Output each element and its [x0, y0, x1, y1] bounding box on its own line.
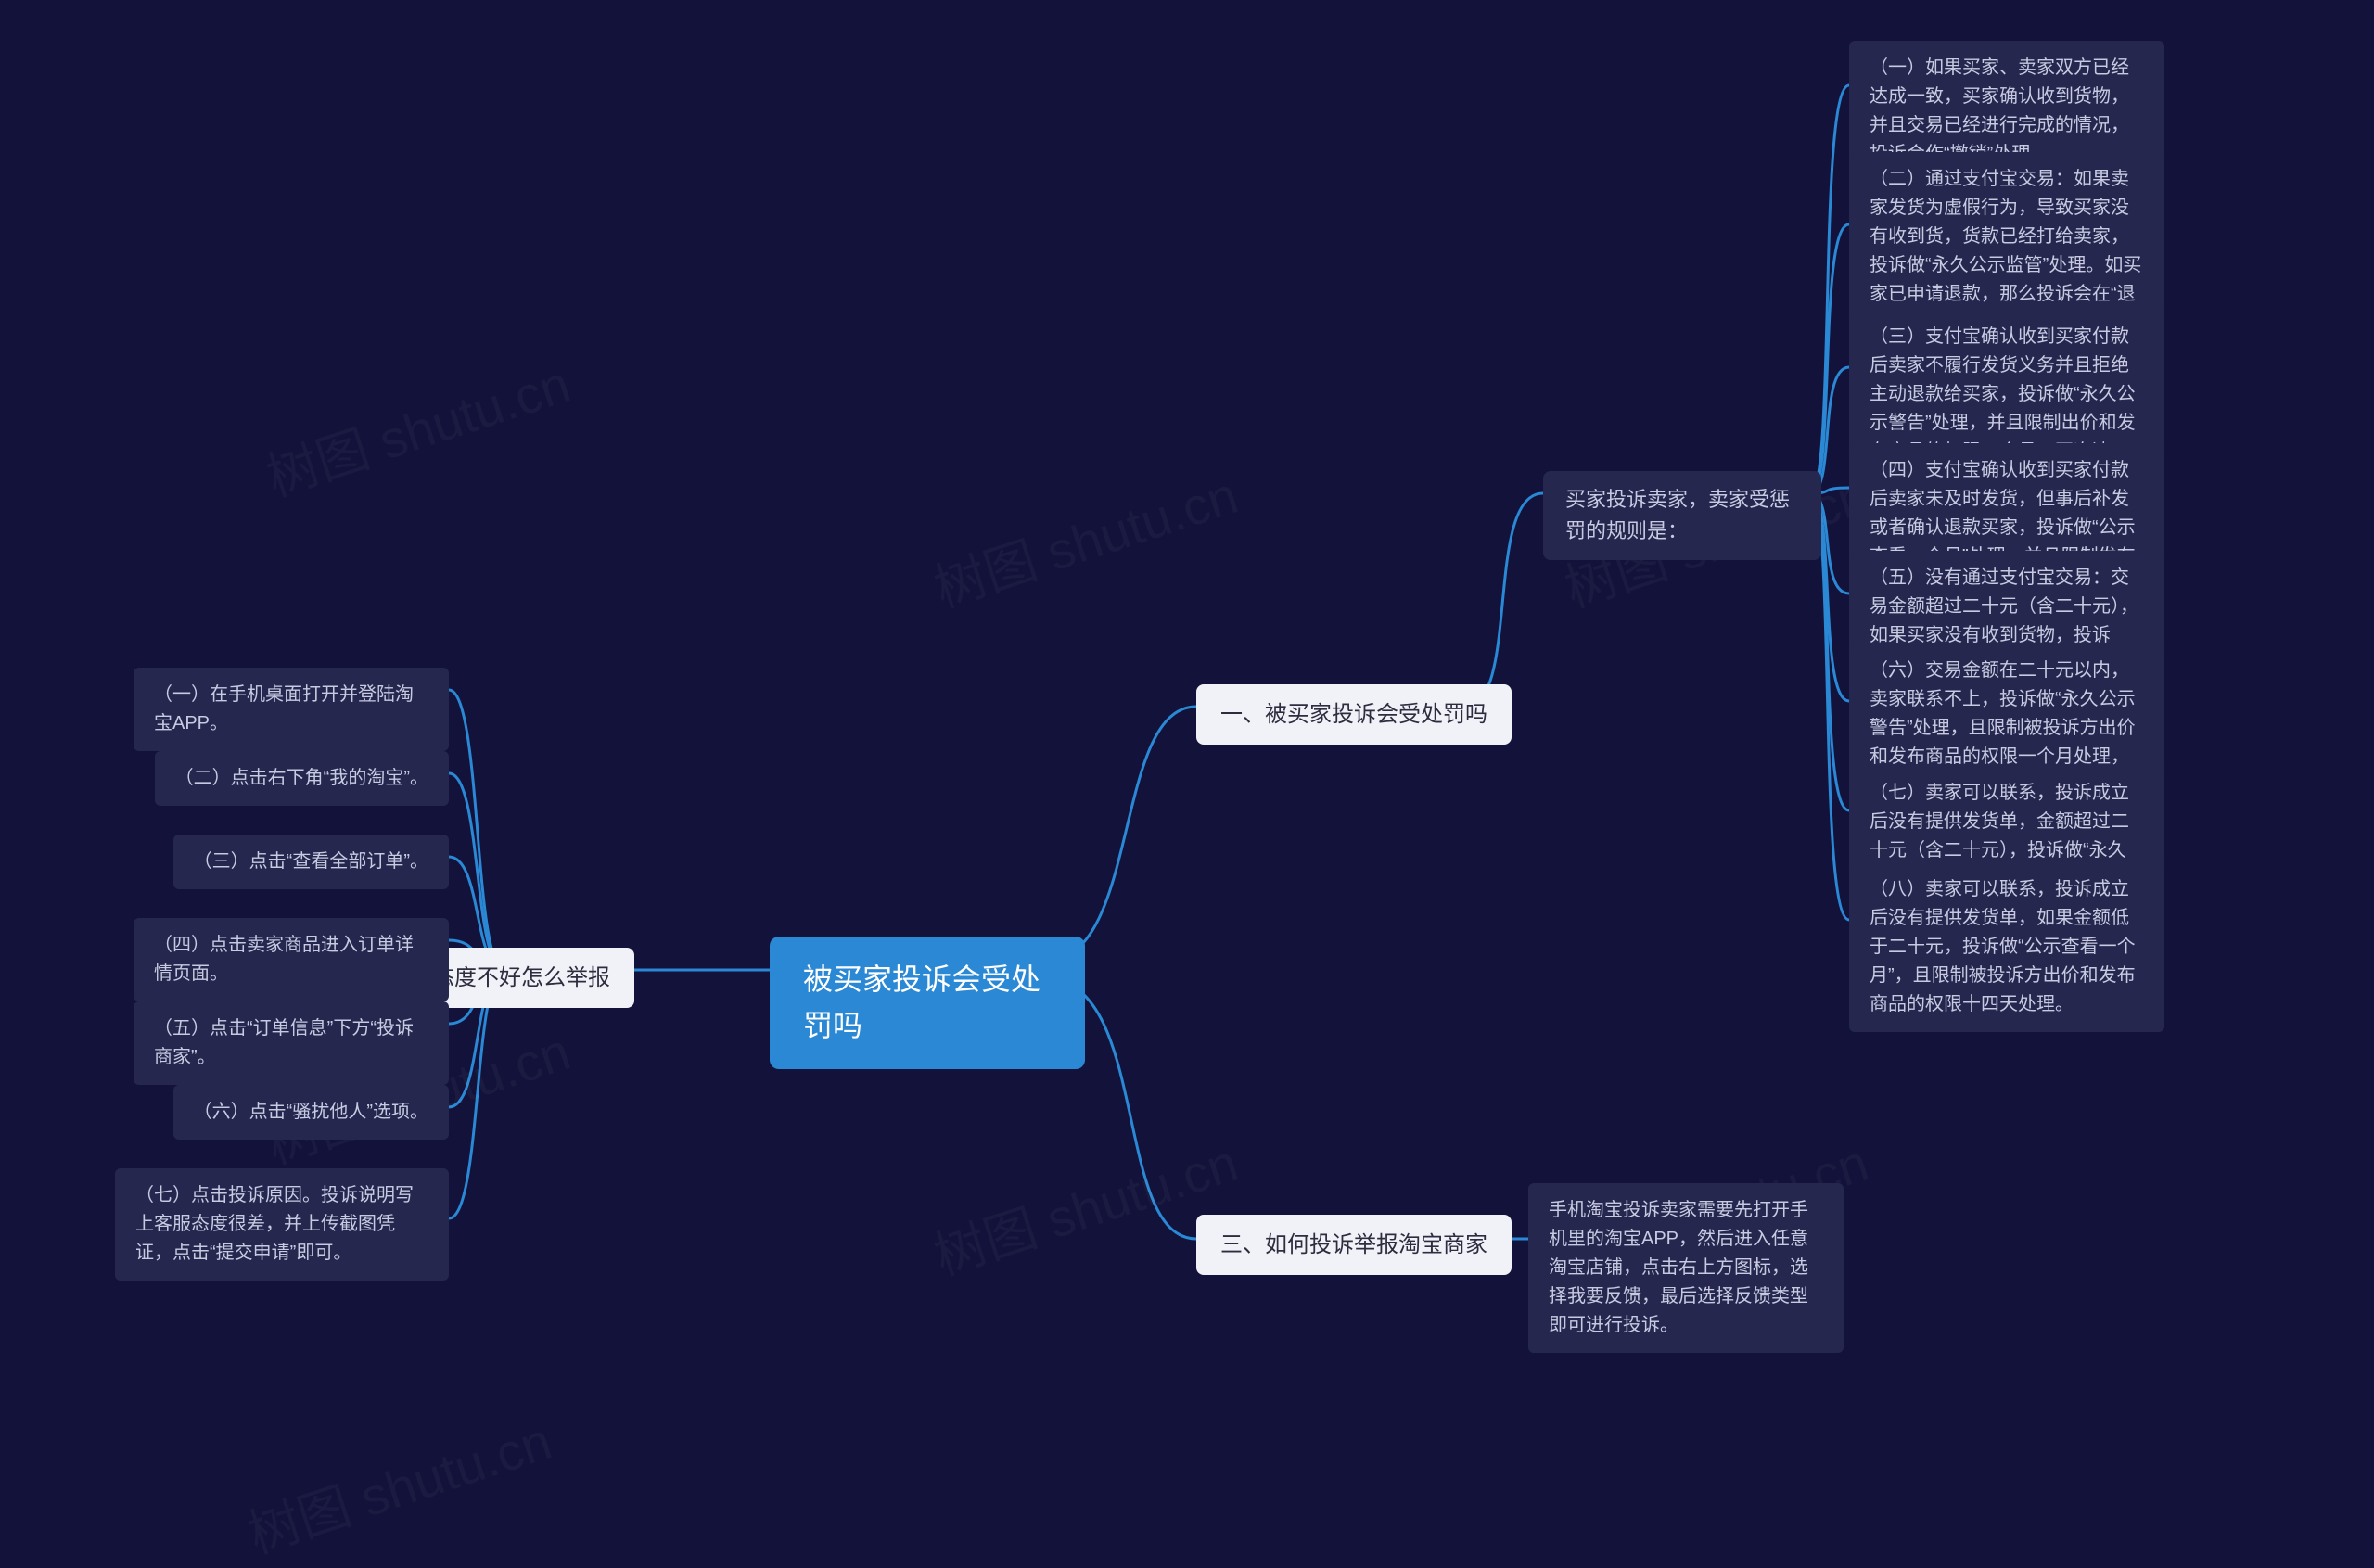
branch-3-title[interactable]: 三、如何投诉举报淘宝商家	[1196, 1215, 1512, 1275]
branch-2-leaf-7[interactable]: （七）点击投诉原因。投诉说明写上客服态度很差，并上传截图凭证，点击“提交申请”即…	[115, 1168, 449, 1281]
branch-2-leaf-1[interactable]: （一）在手机桌面打开并登陆淘宝APP。	[134, 668, 449, 751]
branch-2-leaf-3[interactable]: （三）点击“查看全部订单”。	[173, 835, 449, 889]
center-node[interactable]: 被买家投诉会受处罚吗	[770, 937, 1085, 1069]
branch-1-sub[interactable]: 买家投诉卖家，卖家受惩罚的规则是：	[1543, 471, 1821, 560]
branch-2-leaf-2[interactable]: （二）点击右下角“我的淘宝”。	[155, 751, 449, 806]
branch-2-leaf-6[interactable]: （六）点击“骚扰他人”选项。	[173, 1085, 449, 1140]
branch-2-leaf-4[interactable]: （四）点击卖家商品进入订单详情页面。	[134, 918, 449, 1001]
branch-2-leaf-5[interactable]: （五）点击“订单信息”下方“投诉商家”。	[134, 1001, 449, 1085]
branch-3-leaf[interactable]: 手机淘宝投诉卖家需要先打开手机里的淘宝APP，然后进入任意淘宝店铺，点击右上方图…	[1528, 1183, 1844, 1353]
branch-1-title[interactable]: 一、被买家投诉会受处罚吗	[1196, 684, 1512, 745]
branch-1-leaf-8[interactable]: （八）卖家可以联系，投诉成立后没有提供发货单，如果金额低于二十元，投诉做“公示查…	[1849, 862, 2164, 1032]
